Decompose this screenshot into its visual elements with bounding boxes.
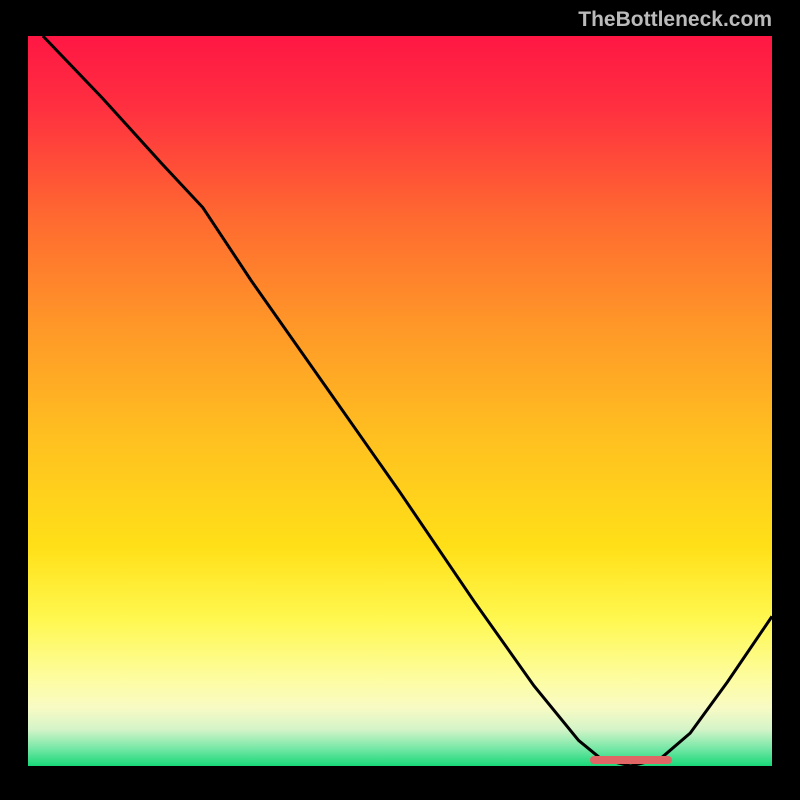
optimal-range-marker xyxy=(590,756,672,764)
bottleneck-curve xyxy=(28,36,772,766)
attribution-text: TheBottleneck.com xyxy=(578,8,772,32)
plot-area xyxy=(28,36,772,766)
